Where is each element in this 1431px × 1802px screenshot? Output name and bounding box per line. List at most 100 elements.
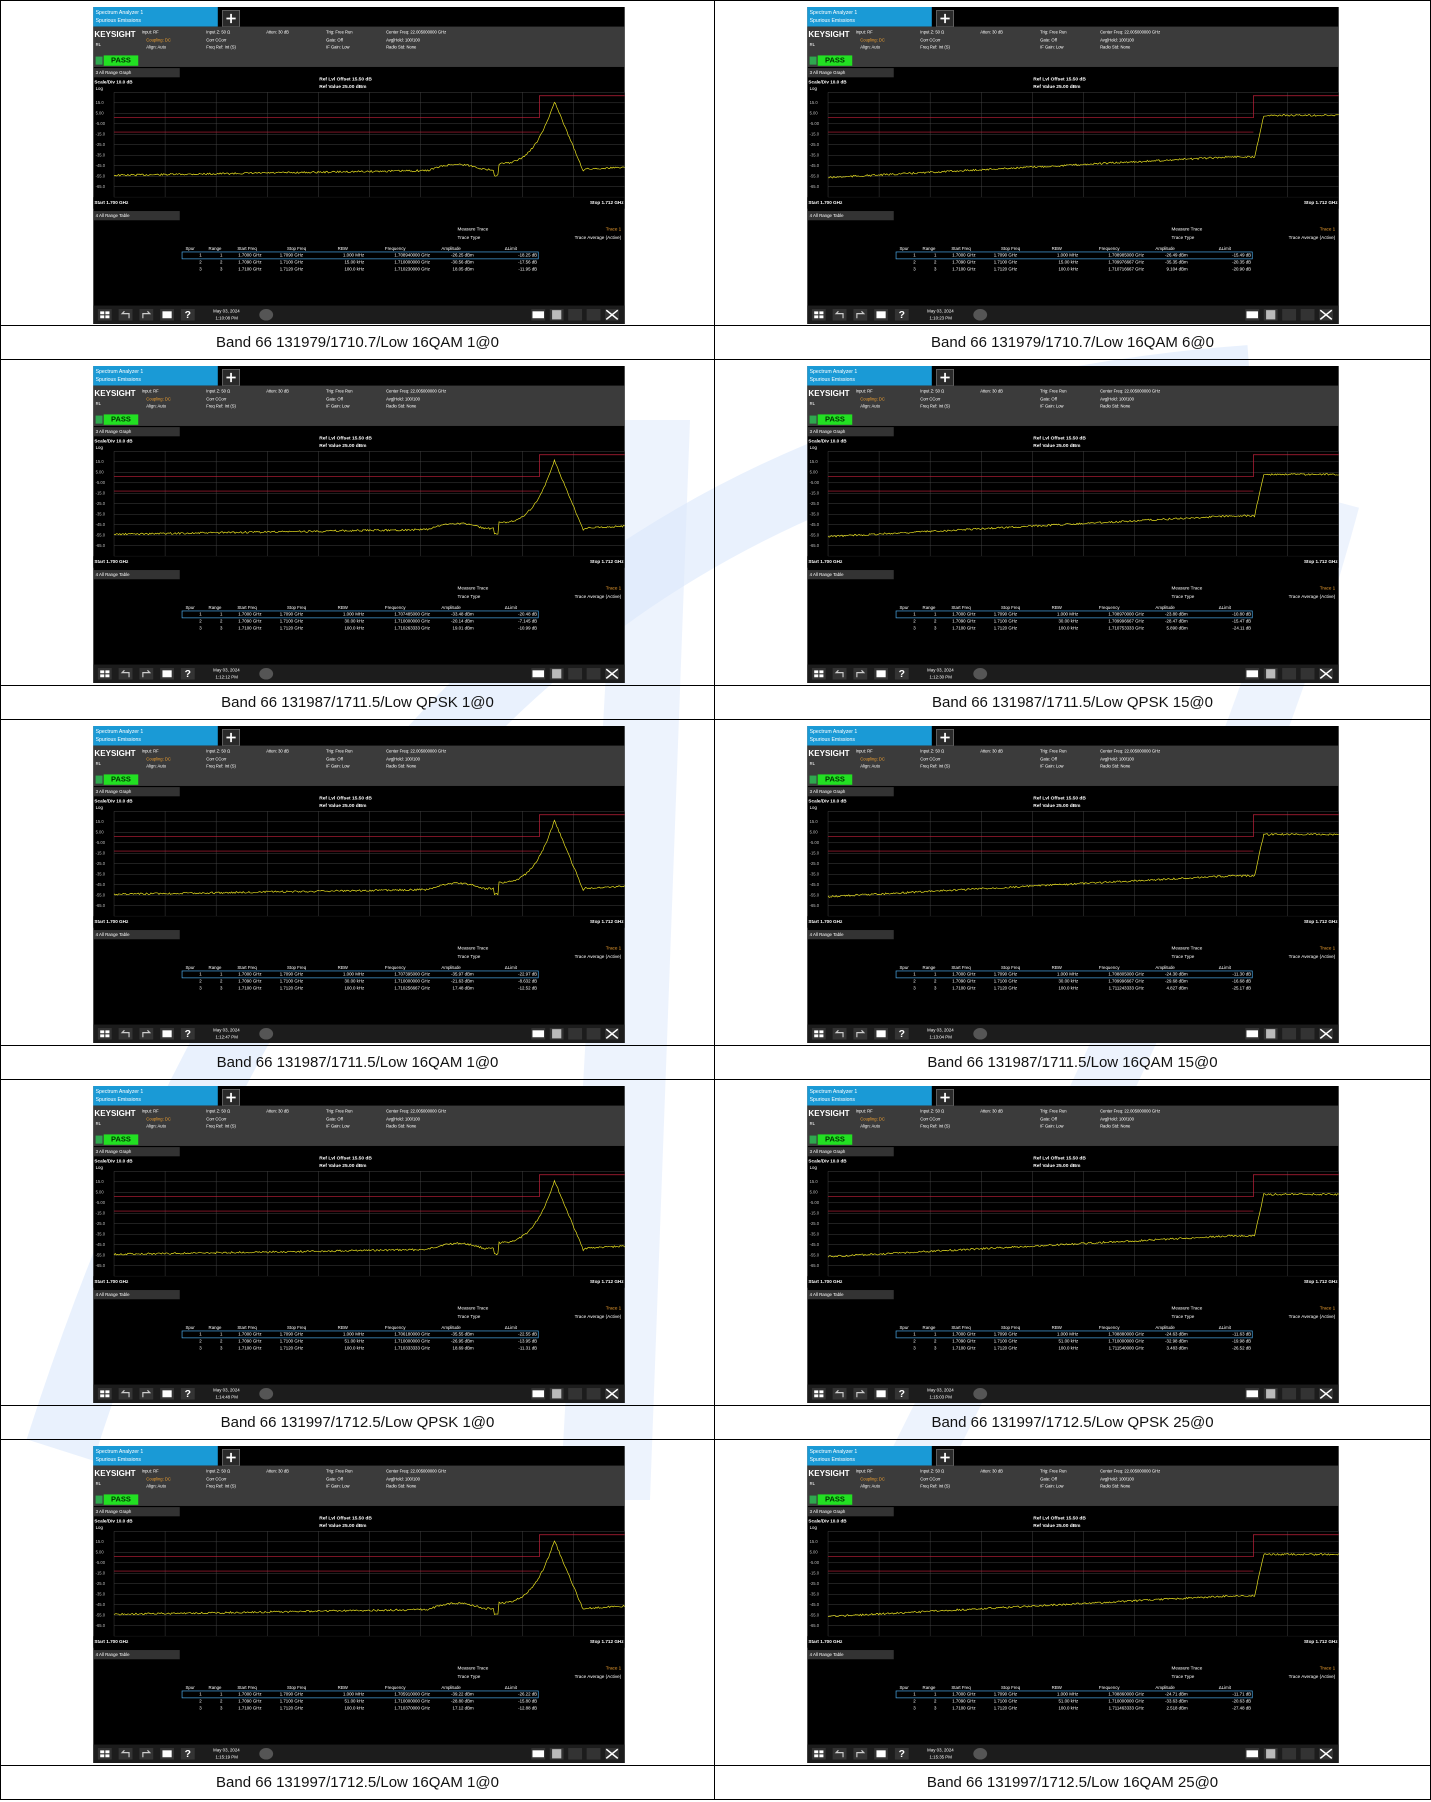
- graph-menu[interactable]: [807, 427, 894, 437]
- taskbar-button[interactable]: [97, 668, 112, 680]
- taskbar-button[interactable]: [894, 668, 909, 680]
- taskbar-button[interactable]: [118, 1748, 133, 1760]
- taskbar-button[interactable]: [139, 1028, 154, 1040]
- taskbar-button[interactable]: [1300, 668, 1315, 680]
- tab[interactable]: [807, 1086, 932, 1106]
- taskbar-button[interactable]: [1282, 1388, 1297, 1400]
- taskbar-button[interactable]: [568, 1028, 583, 1040]
- chat-icon[interactable]: [259, 668, 274, 680]
- taskbar-button[interactable]: [586, 1388, 601, 1400]
- taskbar-button[interactable]: [853, 309, 868, 321]
- taskbar-button[interactable]: [894, 1388, 909, 1400]
- chat-icon[interactable]: [973, 1388, 988, 1400]
- graph-menu[interactable]: [93, 1507, 180, 1517]
- graph-menu[interactable]: [807, 1507, 894, 1517]
- table-menu[interactable]: [807, 570, 894, 580]
- taskbar-button[interactable]: [568, 668, 583, 680]
- taskbar-button[interactable]: [180, 1748, 195, 1760]
- chat-icon[interactable]: [973, 668, 988, 680]
- chat-icon[interactable]: [973, 309, 988, 321]
- chat-icon[interactable]: [259, 1748, 274, 1760]
- taskbar-button[interactable]: [832, 309, 847, 321]
- taskbar-button[interactable]: [97, 1028, 112, 1040]
- taskbar-button[interactable]: [811, 1028, 826, 1040]
- taskbar-button[interactable]: [97, 309, 112, 321]
- taskbar-button[interactable]: [1282, 1028, 1297, 1040]
- taskbar-button[interactable]: [811, 309, 826, 321]
- taskbar-button[interactable]: [118, 668, 133, 680]
- taskbar-button[interactable]: [853, 1748, 868, 1760]
- table-menu[interactable]: [807, 1650, 894, 1660]
- taskbar-button[interactable]: [118, 309, 133, 321]
- taskbar-button[interactable]: [97, 1388, 112, 1400]
- chat-icon[interactable]: [973, 1028, 988, 1040]
- table-menu[interactable]: [807, 930, 894, 940]
- taskbar-button[interactable]: [586, 309, 601, 321]
- taskbar-button[interactable]: [118, 1388, 133, 1400]
- taskbar-button[interactable]: [1300, 309, 1315, 321]
- tab[interactable]: [93, 726, 218, 746]
- tab[interactable]: [93, 1086, 218, 1106]
- table-menu[interactable]: [93, 930, 180, 940]
- taskbar-button[interactable]: [832, 1388, 847, 1400]
- taskbar-button[interactable]: [1282, 1748, 1297, 1760]
- graph-menu[interactable]: [93, 1147, 180, 1157]
- tab[interactable]: [93, 1446, 218, 1466]
- chat-icon[interactable]: [259, 1028, 274, 1040]
- graph-menu[interactable]: [807, 787, 894, 797]
- tab[interactable]: [807, 366, 932, 386]
- chat-icon[interactable]: [973, 1748, 988, 1760]
- chat-icon[interactable]: [259, 309, 274, 321]
- taskbar-button[interactable]: [811, 1748, 826, 1760]
- taskbar-button[interactable]: [832, 1028, 847, 1040]
- taskbar-button[interactable]: [1300, 1388, 1315, 1400]
- graph-menu[interactable]: [93, 787, 180, 797]
- taskbar-button[interactable]: [139, 1748, 154, 1760]
- table-menu[interactable]: [93, 1290, 180, 1300]
- taskbar-button[interactable]: [832, 668, 847, 680]
- graph-menu[interactable]: [807, 1147, 894, 1157]
- taskbar-button[interactable]: [139, 309, 154, 321]
- taskbar-button[interactable]: [568, 309, 583, 321]
- tab[interactable]: [93, 7, 218, 27]
- taskbar-button[interactable]: [1282, 309, 1297, 321]
- taskbar-button[interactable]: [894, 309, 909, 321]
- taskbar-button[interactable]: [568, 1748, 583, 1760]
- taskbar-button[interactable]: [139, 668, 154, 680]
- taskbar-button[interactable]: [180, 1028, 195, 1040]
- table-menu[interactable]: [807, 1290, 894, 1300]
- taskbar-button[interactable]: [853, 1388, 868, 1400]
- graph-menu[interactable]: [93, 427, 180, 437]
- taskbar-button[interactable]: [832, 1748, 847, 1760]
- taskbar-button[interactable]: [811, 1388, 826, 1400]
- tab[interactable]: [93, 366, 218, 386]
- taskbar-button[interactable]: [853, 1028, 868, 1040]
- graph-menu[interactable]: [807, 68, 894, 78]
- taskbar-button[interactable]: [139, 1388, 154, 1400]
- taskbar-button[interactable]: [180, 309, 195, 321]
- taskbar-button[interactable]: [894, 1028, 909, 1040]
- table-menu[interactable]: [93, 1650, 180, 1660]
- table-menu[interactable]: [93, 570, 180, 580]
- taskbar-button[interactable]: [853, 668, 868, 680]
- taskbar-button[interactable]: [180, 1388, 195, 1400]
- taskbar-button[interactable]: [586, 1748, 601, 1760]
- tab[interactable]: [807, 1446, 932, 1466]
- taskbar-button[interactable]: [1300, 1748, 1315, 1760]
- taskbar-button[interactable]: [97, 1748, 112, 1760]
- taskbar-button[interactable]: [180, 668, 195, 680]
- tab[interactable]: [807, 7, 932, 27]
- taskbar-button[interactable]: [118, 1028, 133, 1040]
- table-menu[interactable]: [807, 211, 894, 221]
- chat-icon[interactable]: [259, 1388, 274, 1400]
- tab[interactable]: [807, 726, 932, 746]
- graph-menu[interactable]: [93, 68, 180, 78]
- taskbar-button[interactable]: [586, 1028, 601, 1040]
- taskbar-button[interactable]: [568, 1388, 583, 1400]
- taskbar-button[interactable]: [894, 1748, 909, 1760]
- taskbar-button[interactable]: [586, 668, 601, 680]
- taskbar-button[interactable]: [1282, 668, 1297, 680]
- table-menu[interactable]: [93, 211, 180, 221]
- taskbar-button[interactable]: [1300, 1028, 1315, 1040]
- taskbar-button[interactable]: [811, 668, 826, 680]
